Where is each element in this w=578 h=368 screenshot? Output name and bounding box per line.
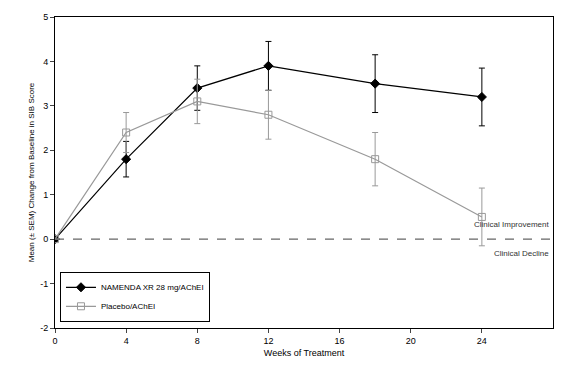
svg-text:8: 8 bbox=[195, 336, 200, 346]
svg-text:Clinical Improvement: Clinical Improvement bbox=[474, 220, 549, 229]
svg-text:24: 24 bbox=[477, 336, 487, 346]
svg-text:3: 3 bbox=[43, 101, 48, 111]
svg-text:-1: -1 bbox=[40, 279, 48, 289]
svg-text:0: 0 bbox=[43, 234, 48, 244]
svg-text:4: 4 bbox=[124, 336, 129, 346]
svg-text:0: 0 bbox=[52, 336, 57, 346]
svg-text:Weeks of Treatment: Weeks of Treatment bbox=[264, 348, 345, 358]
svg-text:16: 16 bbox=[335, 336, 345, 346]
svg-text:4: 4 bbox=[43, 57, 48, 67]
svg-text:1: 1 bbox=[43, 190, 48, 200]
svg-text:20: 20 bbox=[406, 336, 416, 346]
svg-text:5: 5 bbox=[43, 12, 48, 22]
svg-text:NAMENDA XR 28 mg/AChEI: NAMENDA XR 28 mg/AChEI bbox=[101, 283, 204, 292]
svg-text:Clinical Decline: Clinical Decline bbox=[494, 249, 549, 258]
svg-text:Placebo/AChEI: Placebo/AChEI bbox=[101, 302, 155, 311]
svg-text:Mean (± SEM) Change from Basel: Mean (± SEM) Change from Baseline in SIB… bbox=[27, 82, 36, 262]
svg-text:12: 12 bbox=[263, 336, 273, 346]
svg-text:2: 2 bbox=[43, 145, 48, 155]
svg-text:-2: -2 bbox=[40, 323, 48, 333]
